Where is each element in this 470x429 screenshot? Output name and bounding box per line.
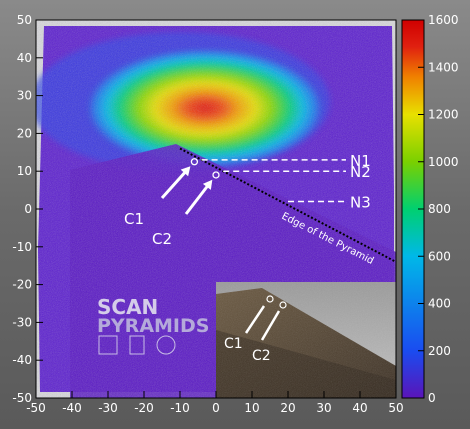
y-tick-label: 20: [17, 126, 32, 140]
colorbar-tick-label: 200: [428, 344, 451, 358]
x-tick-label: -40: [62, 401, 82, 415]
point-arrow-c2: [184, 183, 210, 215]
colorbar-tick-label: 400: [428, 297, 451, 311]
inset-c1-label: C1: [224, 336, 243, 352]
y-tick-label: -10: [12, 240, 32, 254]
y-tick-label: 0: [24, 202, 32, 216]
logo-emblem-3: [156, 335, 176, 355]
colorbar-tick-label: 0: [428, 391, 436, 405]
colorbar-tick-label: 600: [428, 249, 451, 263]
scan-pyramids-logo: SCAN PYRAMIDS: [97, 295, 209, 355]
y-tick-label: -20: [12, 278, 32, 292]
x-tick-label: 50: [388, 401, 403, 415]
pyramid-edge-line: [179, 147, 396, 263]
logo-emblem-1: [98, 335, 118, 355]
y-tick-label: 50: [17, 13, 32, 27]
logo-line-1: SCAN: [97, 295, 158, 319]
y-tick-label: -40: [12, 353, 32, 367]
x-tick-label: -50: [26, 401, 46, 415]
y-tick-label: 10: [17, 164, 32, 178]
point-marker-c1: [190, 158, 199, 166]
x-tick-label: -30: [98, 401, 118, 415]
point-label-c1: C1: [124, 210, 144, 228]
inset-c2-label: C2: [252, 348, 271, 364]
x-tick-label: -10: [170, 401, 190, 415]
plot-area: [36, 20, 396, 398]
logo-line-2: PYRAMIDS: [97, 315, 209, 337]
inset-photo: C1 C2: [216, 282, 396, 398]
y-tick-label: -30: [12, 315, 32, 329]
point-arrow-c1: [160, 169, 188, 199]
x-tick-label: 0: [212, 401, 220, 415]
x-axis: -50 -40 -30 -20 -10 0 10 20 30 40 50: [26, 391, 404, 415]
inset-c2-arrow: [260, 310, 281, 341]
colorbar: 0 200 400 600 800 1000 1200 1400 1600: [401, 13, 459, 405]
level-label-n3: N3: [350, 193, 371, 211]
x-tick-label: -20: [134, 401, 154, 415]
colorbar-axis: 0 200 400 600 800 1000 1200 1400 1600: [418, 13, 459, 405]
colorbar-tick-label: 1200: [428, 108, 459, 122]
inset-c1-arrow: [244, 305, 266, 334]
y-tick-label: -50: [12, 391, 32, 405]
x-tick-label: 30: [316, 401, 331, 415]
x-tick-label: 10: [244, 401, 259, 415]
logo-emblem-2: [129, 335, 145, 355]
inset-c2-marker: [279, 301, 287, 309]
y-tick-label: 30: [17, 89, 32, 103]
x-tick-label: 20: [280, 401, 295, 415]
y-axis: -50 -40 -30 -20 -10 0 10 20 30 40 50: [12, 13, 43, 405]
point-arrowhead-c2: [202, 179, 213, 190]
level-label-n1: N1: [350, 152, 371, 170]
x-tick-label: 40: [352, 401, 367, 415]
colorbar-tick-label: 1600: [428, 13, 459, 27]
colorbar-tick-label: 1400: [428, 60, 459, 74]
colorbar-tick-label: 1000: [428, 155, 459, 169]
colorbar-tick-label: 800: [428, 202, 451, 216]
point-label-c2: C2: [152, 230, 172, 248]
inset-c1-marker: [266, 295, 274, 303]
point-arrowhead-c1: [180, 166, 191, 177]
level-label-n2: N2: [350, 163, 371, 181]
point-markers: C1 C2: [124, 158, 220, 248]
y-tick-label: 40: [17, 51, 32, 65]
point-marker-c2: [212, 171, 220, 179]
